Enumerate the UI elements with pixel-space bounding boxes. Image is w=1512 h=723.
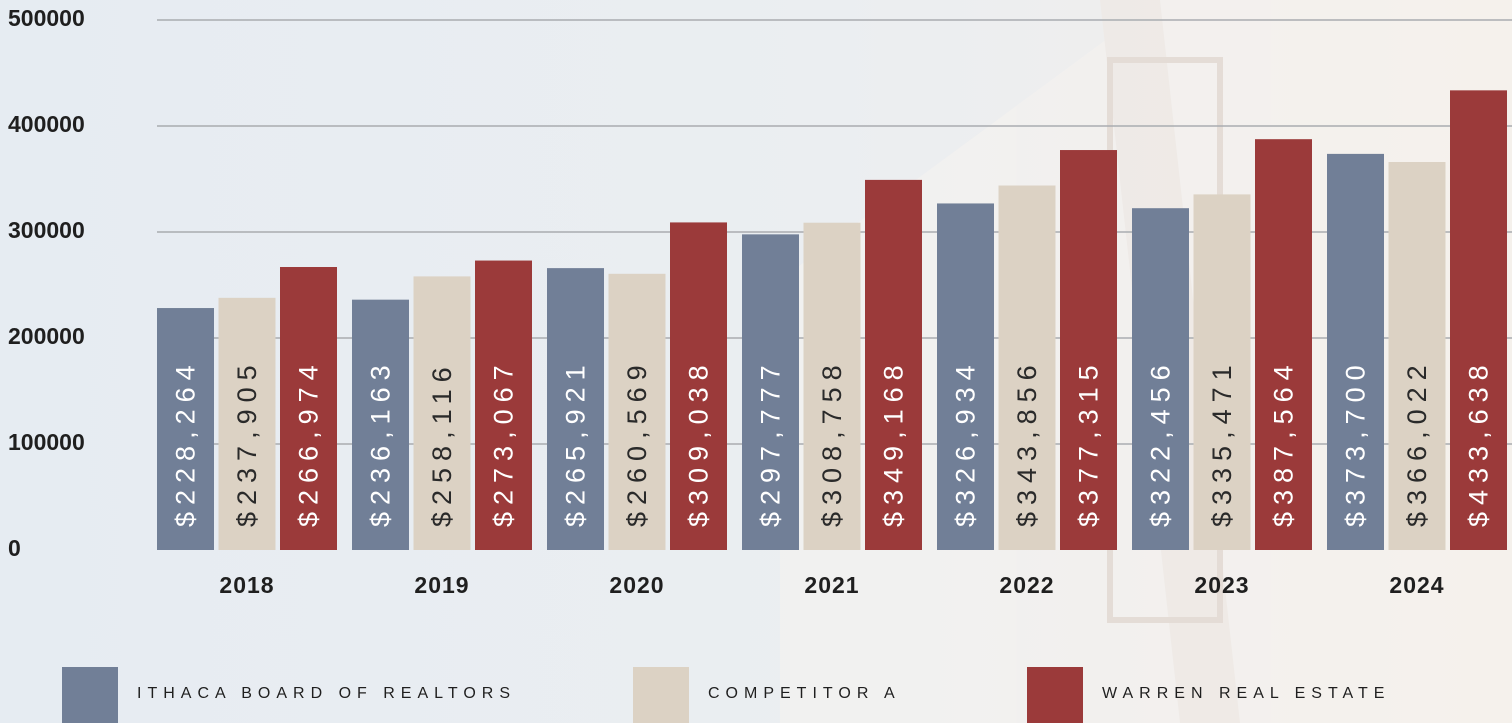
x-tick-label: 2022 — [999, 572, 1054, 598]
value-label: $265,921 — [561, 358, 591, 527]
value-label: $326,934 — [951, 358, 981, 527]
y-tick-label: 100000 — [8, 429, 85, 455]
x-tick-label: 2021 — [804, 572, 859, 598]
value-label: $335,471 — [1207, 358, 1237, 527]
x-tick-label: 2024 — [1389, 572, 1444, 598]
value-label: $236,163 — [366, 358, 396, 527]
value-label: $266,974 — [294, 358, 324, 527]
x-tick-label: 2019 — [414, 572, 469, 598]
x-tick-label: 2023 — [1194, 572, 1249, 598]
value-label: $373,700 — [1341, 358, 1371, 527]
value-label: $297,777 — [756, 358, 786, 527]
y-tick-label: 200000 — [8, 323, 85, 349]
chart: 0 100000 200000 300000 400000 500000 2018 $228,… — [0, 0, 1512, 723]
legend-label: WARREN REAL ESTATE — [1102, 685, 1390, 702]
legend-swatch — [633, 667, 689, 723]
x-tick-label: 2018 — [219, 572, 274, 598]
legend-label: ITHACA BOARD OF REALTORS — [137, 685, 516, 702]
value-label: $349,168 — [879, 358, 909, 527]
legend-swatch — [62, 667, 118, 723]
value-label: $228,264 — [171, 358, 201, 527]
value-label: $260,569 — [622, 358, 652, 527]
value-label: $387,564 — [1269, 358, 1299, 527]
y-tick-label: 500000 — [8, 5, 85, 31]
value-label: $322,456 — [1146, 358, 1176, 527]
value-label: $308,758 — [817, 358, 847, 527]
legend-swatch — [1027, 667, 1083, 723]
y-tick-label: 0 — [8, 535, 21, 561]
y-tick-label: 400000 — [8, 111, 85, 137]
y-tick-label: 300000 — [8, 217, 85, 243]
value-label: $377,315 — [1074, 358, 1104, 527]
legend-label: COMPETITOR A — [708, 685, 901, 702]
value-label: $366,022 — [1402, 358, 1432, 527]
value-label: $273,067 — [489, 358, 519, 527]
value-label: $433,638 — [1464, 358, 1494, 527]
value-label: $258,116 — [427, 360, 457, 527]
x-tick-label: 2020 — [609, 572, 664, 598]
value-label: $237,905 — [232, 358, 262, 527]
value-label: $309,038 — [684, 358, 714, 527]
value-label: $343,856 — [1012, 358, 1042, 527]
